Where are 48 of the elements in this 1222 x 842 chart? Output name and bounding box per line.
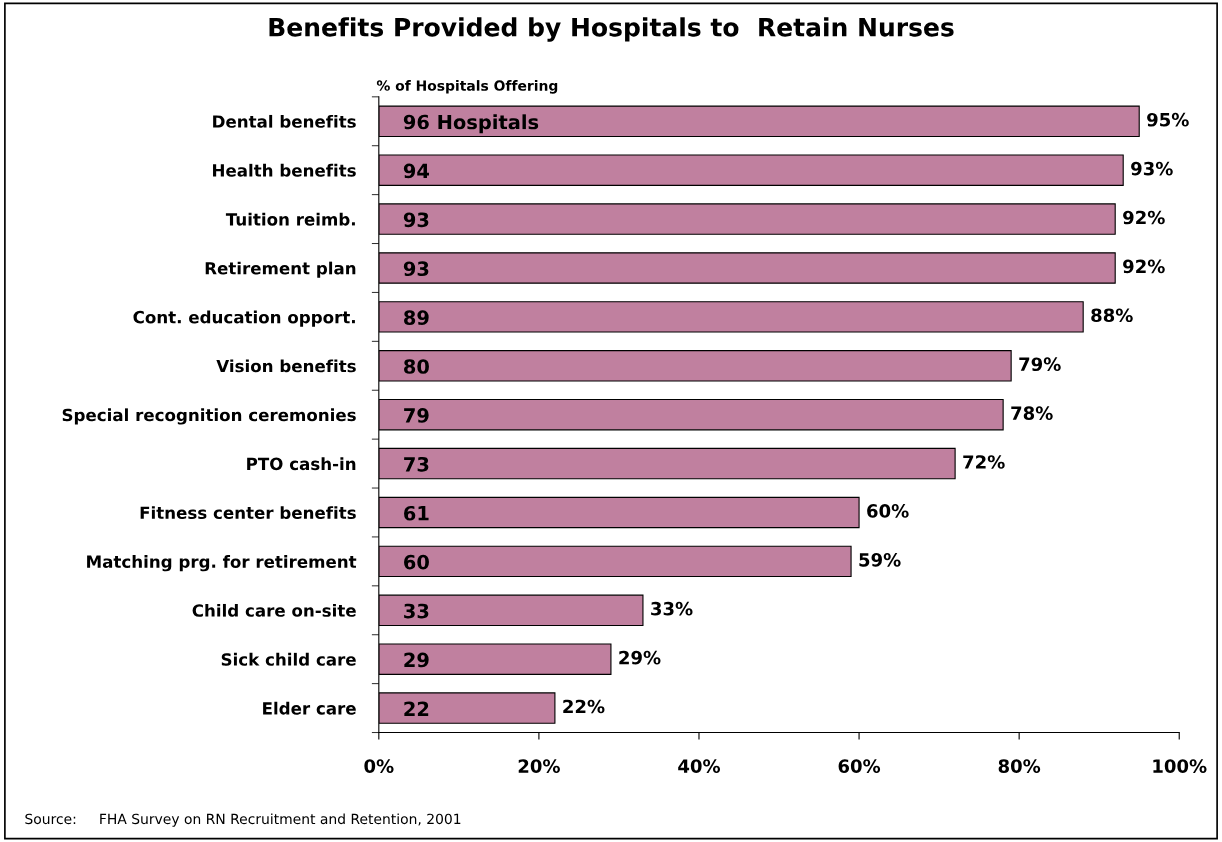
data-label: 93% xyxy=(1131,161,1173,176)
annotation: 93 xyxy=(403,261,429,277)
x-tick-label: 100% xyxy=(1153,759,1207,773)
y-tick-label: Sick child care xyxy=(221,652,356,666)
data-label: 72% xyxy=(963,455,1005,469)
annotation: 60 xyxy=(404,554,429,570)
data-label: 60% xyxy=(867,504,909,518)
data-label: 59% xyxy=(859,552,901,567)
annotation: 96 Hospitals xyxy=(403,114,539,134)
data-label: 29% xyxy=(619,650,661,665)
x-axis-title: % of Hospitals Offering xyxy=(376,80,558,94)
data-label: 33% xyxy=(651,601,693,616)
annotation: 22 xyxy=(404,701,429,716)
annotation: 61 xyxy=(404,505,429,521)
y-tick-label: Matching prg. for retirement xyxy=(87,555,357,572)
x-tick-label: 80% xyxy=(998,759,1041,773)
data-label: 78% xyxy=(1011,406,1053,420)
annotation: 73 xyxy=(404,456,429,472)
data-label: 92% xyxy=(1123,259,1165,274)
y-tick-label: Dental benefits xyxy=(213,114,356,128)
y-tick-label: Tuition reimb. xyxy=(225,212,355,226)
x-tick-label: 20% xyxy=(518,759,560,773)
data-label: 79% xyxy=(1019,357,1061,372)
x-tick-label: 40% xyxy=(678,759,721,773)
annotation: 79 xyxy=(404,408,429,423)
y-tick-label: PTO cash-in xyxy=(247,457,356,471)
annotation: 94 xyxy=(403,163,429,179)
annotation: 93 xyxy=(403,212,429,228)
y-tick-label: Health benefits xyxy=(213,163,356,177)
annotation: 89 xyxy=(404,310,429,325)
x-tick-label: 60% xyxy=(838,759,881,773)
y-tick-label: Elder care xyxy=(263,701,356,715)
y-tick-label: Cont. education opport. xyxy=(133,310,355,327)
data-label: 88% xyxy=(1091,308,1133,323)
annotation: 29 xyxy=(404,652,429,668)
y-tick-label: Special recognition ceremonies xyxy=(62,408,356,425)
source-note: Source: FHA Survey on RN Recruitment and Retention, 2001 xyxy=(25,813,461,827)
data-label: 92% xyxy=(1123,210,1165,225)
data-label: 95% xyxy=(1147,112,1189,127)
y-tick-label: Child care on-site xyxy=(192,603,356,617)
x-tick-label: 0% xyxy=(364,759,394,773)
y-tick-label: Vision benefits xyxy=(216,359,356,373)
data-label: 22% xyxy=(563,699,605,714)
annotation: 33 xyxy=(404,603,429,619)
chart-title: Benefits Provided by Hospitals to Retain Nurses xyxy=(269,17,954,42)
annotation: 80 xyxy=(404,359,429,374)
y-tick-label: Retirement plan xyxy=(205,261,356,278)
y-tick-label: Fitness center benefits xyxy=(140,506,356,520)
